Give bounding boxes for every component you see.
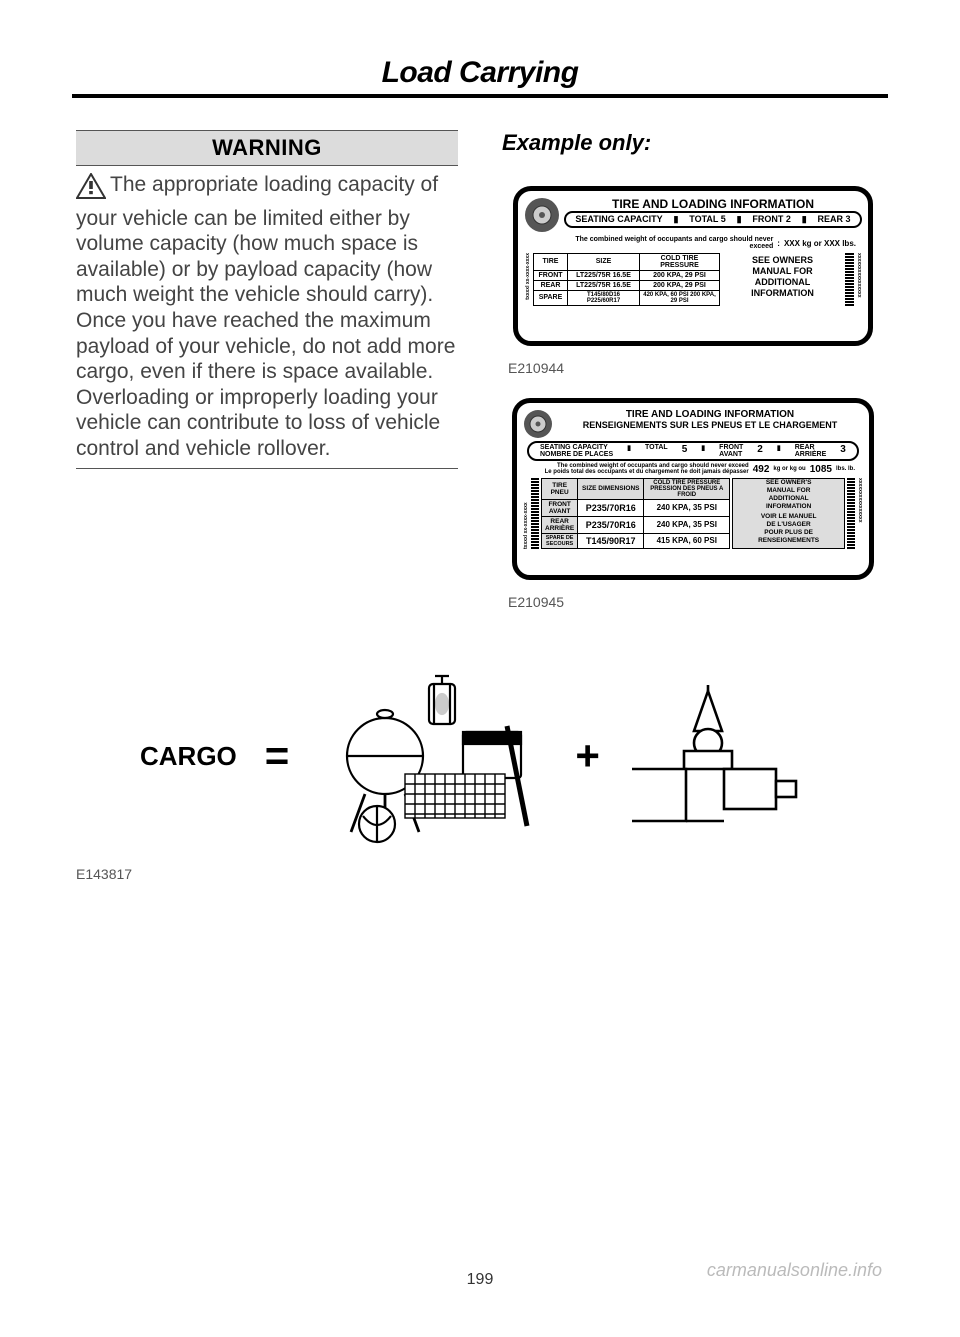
placard1-combined-label: The combined weight of occupants and car… — [562, 236, 773, 251]
placard1-title: TIRE AND LOADING INFORMATION — [564, 197, 862, 211]
tire-icon — [524, 197, 560, 233]
placard1-combined-value: XXX kg or XXX lbs. — [784, 239, 856, 248]
page: Load Carrying WARNING The appropriate lo… — [0, 0, 960, 1337]
barcode-icon — [845, 253, 854, 306]
figure-code-1: E210944 — [508, 360, 884, 376]
cargo-label: CARGO — [140, 741, 237, 772]
warning-triangle-icon — [76, 173, 106, 206]
barcode-icon — [531, 478, 539, 549]
placard2-table: TIRE PNEU SIZE DIMENSIONS COLD TIRE PRES… — [541, 478, 730, 549]
watermark: carmanualsonline.info — [707, 1260, 882, 1281]
equals-sign: = — [265, 732, 290, 780]
page-title: Load Carrying — [76, 56, 884, 90]
warning-text: The appropriate loading capacity of your… — [76, 173, 455, 460]
placard2-sidebox: SEE OWNER'S MANUAL FOR ADDITIONAL INFORM… — [732, 478, 845, 549]
plus-sign: + — [575, 732, 600, 780]
seating-capacity-pill: SEATING CAPACITY ▮TOTAL 5 ▮FRONT 2 ▮REAR… — [564, 211, 862, 228]
right-column: Example only: TIRE AND LOADING INFORMATI… — [502, 130, 884, 632]
hitch-illustration — [628, 681, 818, 831]
figure-code-3: E143817 — [76, 866, 884, 882]
warning-heading: WARNING — [76, 130, 458, 166]
barcode-icon — [847, 478, 855, 549]
two-column-layout: WARNING The appropriate loading capacity… — [76, 130, 884, 632]
left-column: WARNING The appropriate loading capacity… — [76, 130, 458, 632]
cargo-equation: CARGO = — [76, 666, 884, 846]
tire-placard-1: TIRE AND LOADING INFORMATION SEATING CAP… — [513, 186, 873, 346]
tire-placard-2: TIRE AND LOADING INFORMATION RENSEIGNEME… — [512, 398, 874, 580]
placard1-sidebox: SEE OWNERS MANUAL FOR ADDITIONAL INFORMA… — [722, 253, 843, 306]
example-title: Example only: — [502, 130, 884, 156]
figure-code-2: E210945 — [508, 594, 884, 610]
warning-body: The appropriate loading capacity of your… — [76, 166, 458, 469]
header-rule — [72, 94, 888, 98]
luggage-illustration — [317, 666, 547, 846]
tire-icon — [523, 409, 553, 439]
placard1-table: TIRE SIZE COLD TIRE PRESSURE FRONTLT225/… — [533, 253, 720, 306]
seating-capacity-pill-2: SEATING CAPACITYNOMBRE DE PLACES ▮TOTAL … — [527, 441, 859, 461]
